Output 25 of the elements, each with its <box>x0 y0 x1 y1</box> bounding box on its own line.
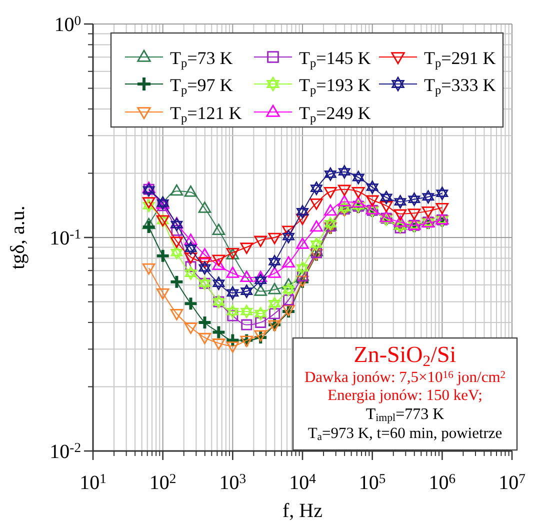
legend-label: T$_{p}$=333 K <box>424 75 496 97</box>
annotation: Dawka jonów: 7,5×10$^{16}$ jon/cm$^{2}$ <box>304 369 506 386</box>
y-axis-title: tgδ, a.u. <box>7 206 29 270</box>
x-tick-label: 10$^{1}$ <box>80 471 106 494</box>
x-tick-label: 10$^{3}$ <box>219 471 246 494</box>
annotation: T$_{a}$=973 K, t=60 min, powietrze <box>308 425 502 444</box>
x-tick-label: 10$^{7}$ <box>498 471 526 494</box>
legend-label: T$_{p}$=291 K <box>424 48 496 70</box>
legend-label: T$_{p}$=193 K <box>299 75 371 97</box>
legend-label: T$_{p}$=73 K <box>170 48 233 70</box>
legend-label: T$_{p}$=145 K <box>299 48 371 70</box>
x-axis-title: f, Hz <box>282 500 323 522</box>
x-tick-label: 10$^{5}$ <box>358 471 386 494</box>
annotation: Zn-SiO$_{2}$/Si <box>354 342 456 370</box>
x-tick-label: 10$^{6}$ <box>428 471 456 494</box>
x-tick-label: 10$^{2}$ <box>149 471 176 494</box>
y-tick-label: 10$^{-2}$ <box>50 440 82 463</box>
legend-label: T$_{p}$=97 K <box>170 75 233 97</box>
legend-label: T$_{p}$=121 K <box>170 103 242 125</box>
legend-label: T$_{p}$=249 K <box>299 103 371 125</box>
y-tick-label: 10$^{-1}$ <box>50 226 81 250</box>
x-tick-label: 10$^{4}$ <box>289 471 316 494</box>
annotation: T$_{impl}$=773 K <box>366 406 445 424</box>
annotation: Energia jonów: 150 keV; <box>328 387 482 404</box>
y-tick-label: 10$^{0}$ <box>54 13 82 36</box>
